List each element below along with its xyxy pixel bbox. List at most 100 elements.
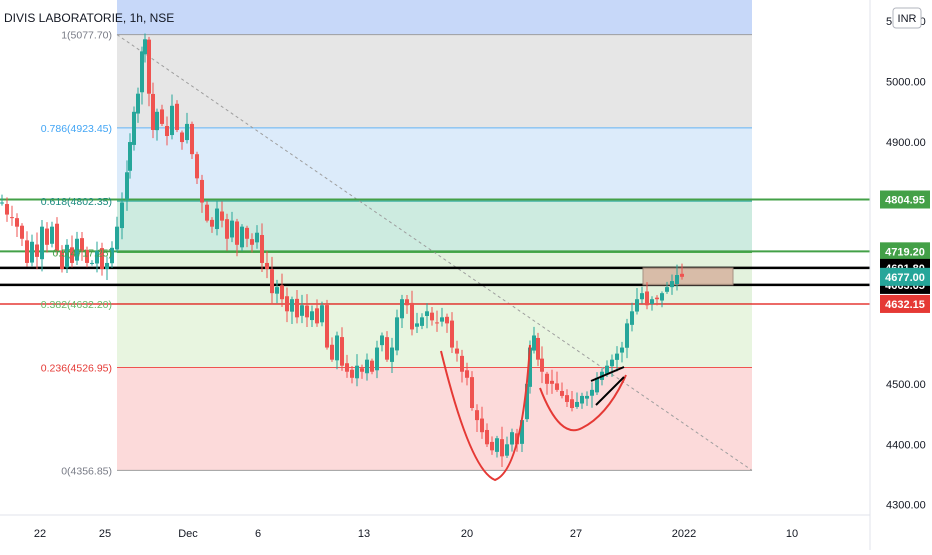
candle-body — [110, 247, 114, 264]
candle-body — [275, 287, 279, 294]
candle-body — [147, 39, 151, 94]
candle-body — [290, 299, 294, 312]
candle — [95, 241, 99, 273]
candle-body — [360, 368, 364, 372]
candle-body — [610, 359, 614, 367]
candle-body — [90, 262, 94, 264]
candle-body — [128, 142, 132, 171]
candle-body — [165, 126, 169, 137]
candle-body — [325, 305, 329, 348]
candle — [510, 428, 514, 452]
candle — [565, 389, 569, 408]
candle — [80, 231, 84, 261]
candle — [635, 287, 639, 315]
x-tick-label: 27 — [570, 528, 582, 540]
candle — [175, 100, 179, 133]
candle — [425, 303, 429, 329]
candle — [295, 289, 299, 324]
candle — [405, 294, 409, 314]
price-tag[interactable] — [880, 242, 930, 261]
candle-body — [255, 232, 259, 243]
candle — [680, 263, 684, 280]
currency-label: INR — [898, 13, 917, 25]
flag-line-upper — [590, 366, 625, 382]
candle-body — [645, 291, 649, 306]
candle-body — [80, 238, 84, 251]
last-price-tag[interactable] — [880, 267, 930, 286]
price-tag[interactable] — [880, 190, 930, 209]
candle — [610, 354, 614, 377]
candle-body — [305, 305, 309, 318]
candle — [550, 369, 554, 394]
candle — [460, 349, 464, 383]
candle — [540, 346, 544, 384]
candle — [200, 174, 204, 213]
candle-body — [455, 348, 459, 354]
candle — [45, 222, 49, 253]
candle-body — [355, 365, 359, 379]
candle-body — [260, 235, 264, 263]
candle-body — [120, 202, 124, 229]
candle — [50, 221, 54, 248]
candle-body — [405, 299, 409, 306]
candle — [355, 354, 359, 387]
candle — [85, 246, 89, 268]
price-tag[interactable] — [880, 294, 930, 313]
fib-band — [117, 201, 752, 253]
candle-body — [225, 219, 229, 239]
candle-body — [310, 311, 314, 321]
candle-body — [0, 202, 4, 204]
candle — [470, 371, 474, 411]
resistance-zone[interactable] — [642, 267, 734, 286]
candle — [235, 218, 239, 257]
x-tick-label: 25 — [99, 528, 111, 540]
candle — [375, 340, 379, 379]
candle-body — [200, 179, 204, 203]
candle-body — [60, 250, 64, 269]
candle — [255, 225, 259, 249]
candle-body — [470, 377, 474, 409]
candle — [128, 133, 132, 179]
candle — [300, 294, 304, 324]
candle — [620, 341, 624, 363]
candle-body — [680, 273, 684, 277]
candle-body — [375, 347, 379, 371]
candle-body — [550, 380, 554, 384]
candle — [440, 307, 444, 327]
candle — [360, 364, 364, 379]
handle-curve — [539, 374, 627, 432]
candle — [170, 94, 174, 140]
candle — [290, 296, 294, 325]
candle-body — [170, 105, 174, 136]
chart-title: DIVIS LABORATORIE, 1h, NSE — [4, 11, 174, 25]
candle — [151, 82, 155, 139]
candle-body — [585, 395, 589, 399]
x-tick-label: 13 — [358, 528, 370, 540]
candle-body — [335, 335, 339, 361]
candle — [650, 296, 654, 311]
candle-body — [151, 93, 155, 130]
candle-body — [370, 360, 374, 372]
candle — [570, 390, 574, 412]
candle — [485, 423, 489, 448]
candle — [220, 201, 224, 228]
candle — [580, 392, 584, 409]
candle-body — [210, 219, 214, 227]
candle — [455, 340, 459, 362]
currency-button[interactable]: INR — [892, 7, 922, 29]
candle — [90, 260, 94, 266]
candle-body — [100, 248, 104, 269]
candle-body — [520, 420, 524, 444]
candle-body — [345, 363, 349, 372]
fib-label: 0.786(4923.45) — [41, 123, 112, 135]
x-tick-label: 20 — [461, 528, 473, 540]
candle — [445, 313, 449, 333]
candle — [536, 332, 540, 367]
candle-body — [580, 395, 584, 404]
candle-body — [195, 154, 199, 179]
fib-label: 0.236(4526.95) — [41, 363, 112, 375]
candle-body — [560, 391, 564, 396]
candle — [136, 87, 140, 123]
candle — [280, 273, 284, 307]
